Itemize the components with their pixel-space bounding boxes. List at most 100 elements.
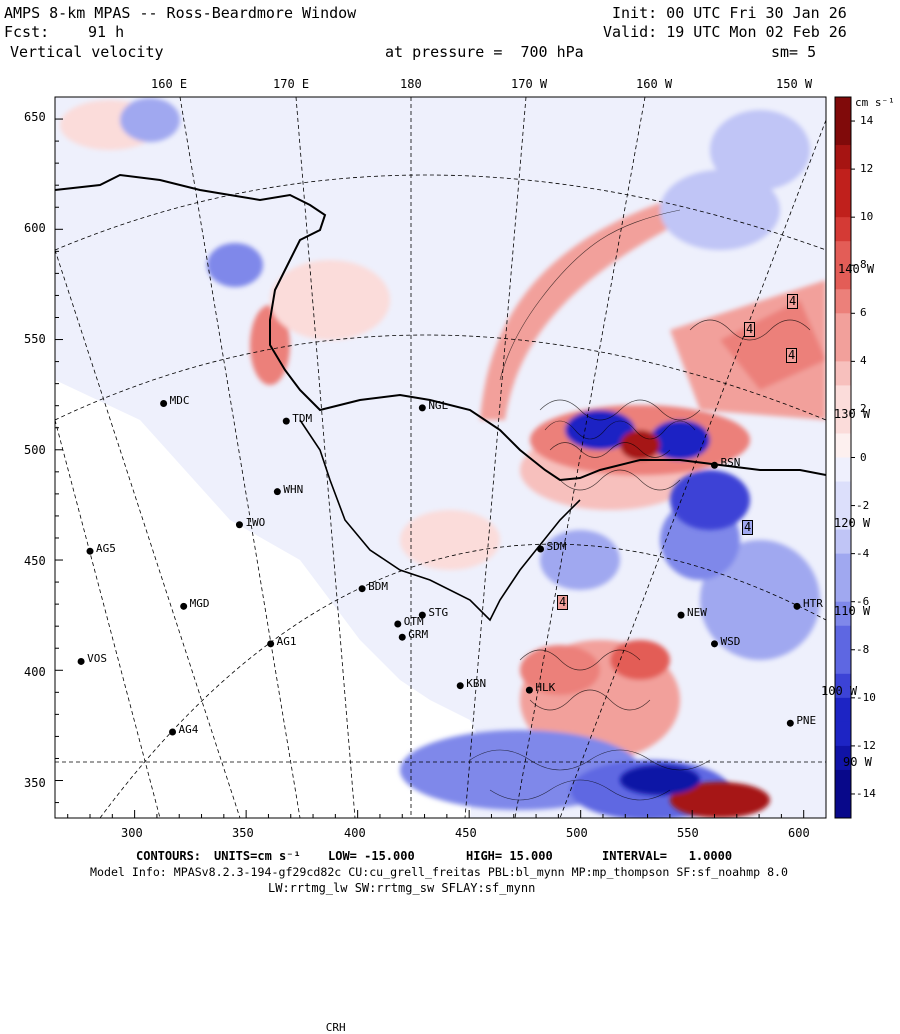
colorbar-segment xyxy=(835,697,851,723)
model-info: Model Info: MPASv8.2.3-194-gf29cd82c CU:… xyxy=(90,865,789,879)
bottom-tick-label: 350 xyxy=(232,826,254,840)
station-label: CRH xyxy=(325,1020,346,1034)
station-label: HLK xyxy=(535,681,556,695)
colorbar-segment xyxy=(835,481,851,507)
station-marker xyxy=(398,633,406,641)
vertical-velocity-map xyxy=(54,96,855,819)
station-markers xyxy=(77,399,801,736)
colorbar-tick-label: -10 xyxy=(856,690,876,704)
right-lon-label: 120 W xyxy=(834,516,871,530)
station-label: AG1 xyxy=(276,634,297,648)
station-label: VOS xyxy=(87,652,107,666)
colorbar-tick-label: 14 xyxy=(860,114,874,128)
station-marker xyxy=(160,399,168,407)
station-marker xyxy=(77,657,85,665)
colorbar-tick-label: -12 xyxy=(856,738,876,752)
colorbar-segment xyxy=(835,145,851,170)
colorbar-tick-label: -14 xyxy=(856,786,876,800)
colorbar-segment xyxy=(835,409,851,434)
station-label: IWO xyxy=(245,515,266,529)
left-tick-label: 500 xyxy=(24,443,46,457)
left-tick-label: 400 xyxy=(24,665,46,679)
station-label: WSD xyxy=(720,634,741,648)
top-lon-label: 150 W xyxy=(776,77,813,91)
colorbar-tick-label: 10 xyxy=(860,210,874,224)
colorbar-segment xyxy=(835,745,851,771)
bottom-tick-label: 450 xyxy=(455,826,477,840)
station-label: AG4 xyxy=(178,723,199,736)
colorbar-segment xyxy=(835,193,851,218)
field-layer xyxy=(55,97,826,818)
colorbar-segment xyxy=(835,337,851,362)
bottom-tick-label: 550 xyxy=(677,826,699,840)
station-label: BSN xyxy=(720,456,741,470)
station-marker xyxy=(525,686,533,694)
station-marker xyxy=(394,620,402,628)
station-label: MGD xyxy=(189,597,210,611)
left-tick-label: 650 xyxy=(24,110,46,124)
contour-label: 4 xyxy=(786,348,798,363)
colorbar-segment xyxy=(835,625,851,651)
station-label: WHN xyxy=(283,482,304,496)
contour-units: UNITS=cm s⁻¹ xyxy=(214,849,301,863)
init-time: Init: 00 UTC Fri 30 Jan 26 xyxy=(612,4,847,22)
axis-ticks xyxy=(55,96,827,818)
colorbar-segment xyxy=(835,529,851,555)
station-label: OTM xyxy=(403,614,424,628)
colorbar-tick-label: 8 xyxy=(860,258,867,272)
top-lon-label: 160 E xyxy=(151,77,188,91)
top-lon-label: 160 W xyxy=(636,77,673,91)
right-lon-label: 100 W xyxy=(821,684,858,698)
bottom-tick-label: 600 xyxy=(788,826,810,840)
colorbar-segment xyxy=(835,457,851,483)
station-label: GRM xyxy=(408,628,429,642)
left-tick-label: 450 xyxy=(24,554,46,568)
top-lon-label: 180 xyxy=(400,77,422,91)
colorbar-segment xyxy=(835,601,851,627)
station-marker xyxy=(793,602,801,610)
physics-info: LW:rrtmg_lw SW:rrtmg_sw SFLAY:sf_mynn xyxy=(268,881,536,895)
colorbar-tick-label: 0 xyxy=(860,450,867,464)
station-marker xyxy=(677,611,685,619)
station-marker xyxy=(710,461,718,469)
colorbar-segment xyxy=(835,361,851,386)
station-label: STG xyxy=(428,606,449,620)
top-lon-label: 170 W xyxy=(511,77,548,91)
contour-low: LOW= -15.000 xyxy=(328,849,415,863)
station-marker xyxy=(169,728,177,736)
plot-frame xyxy=(54,96,827,819)
colorbar-segment xyxy=(835,649,851,675)
colorbar xyxy=(835,97,855,819)
colorbar-segment xyxy=(835,97,851,122)
bottom-tick-label: 400 xyxy=(344,826,366,840)
valid-time: Valid: 19 UTC Mon 02 Feb 26 xyxy=(603,23,847,41)
station-label: NEW xyxy=(687,606,707,620)
station-label: MDC xyxy=(169,394,190,408)
station-marker xyxy=(786,719,794,727)
colorbar-segment xyxy=(835,577,851,603)
right-lon-label: 110 W xyxy=(834,604,871,618)
map-title: AMPS 8-km MPAS -- Ross-Beardmore Window xyxy=(4,4,357,22)
station-label: HTR xyxy=(803,597,823,611)
colorbar-segment xyxy=(835,793,851,819)
colorbar-tick-label: 4 xyxy=(860,354,867,368)
colorbar-tick-label: 6 xyxy=(860,306,867,320)
colorbar-segment xyxy=(835,217,851,242)
colorbar-segment xyxy=(835,169,851,194)
top-lon-label: 170 E xyxy=(273,77,310,91)
contour-label: 4 xyxy=(742,520,754,535)
colorbar-tick-label: -4 xyxy=(856,546,870,560)
no-data-region xyxy=(55,380,480,818)
left-tick-label: 350 xyxy=(24,776,46,790)
colorbar-segment xyxy=(835,769,851,795)
colorbar-segment xyxy=(835,289,851,314)
left-tick-label: 550 xyxy=(24,332,46,346)
colorbar-tick-label: -8 xyxy=(856,642,870,656)
station-marker xyxy=(267,640,275,648)
contour-label: 4 xyxy=(557,595,569,610)
right-lon-label: 130 W xyxy=(834,407,871,421)
right-lon-label: 90 W xyxy=(843,755,872,769)
station-label: TDM xyxy=(292,412,313,426)
colorbar-tick-label: 12 xyxy=(860,162,874,176)
colorbar-segment xyxy=(835,121,851,146)
